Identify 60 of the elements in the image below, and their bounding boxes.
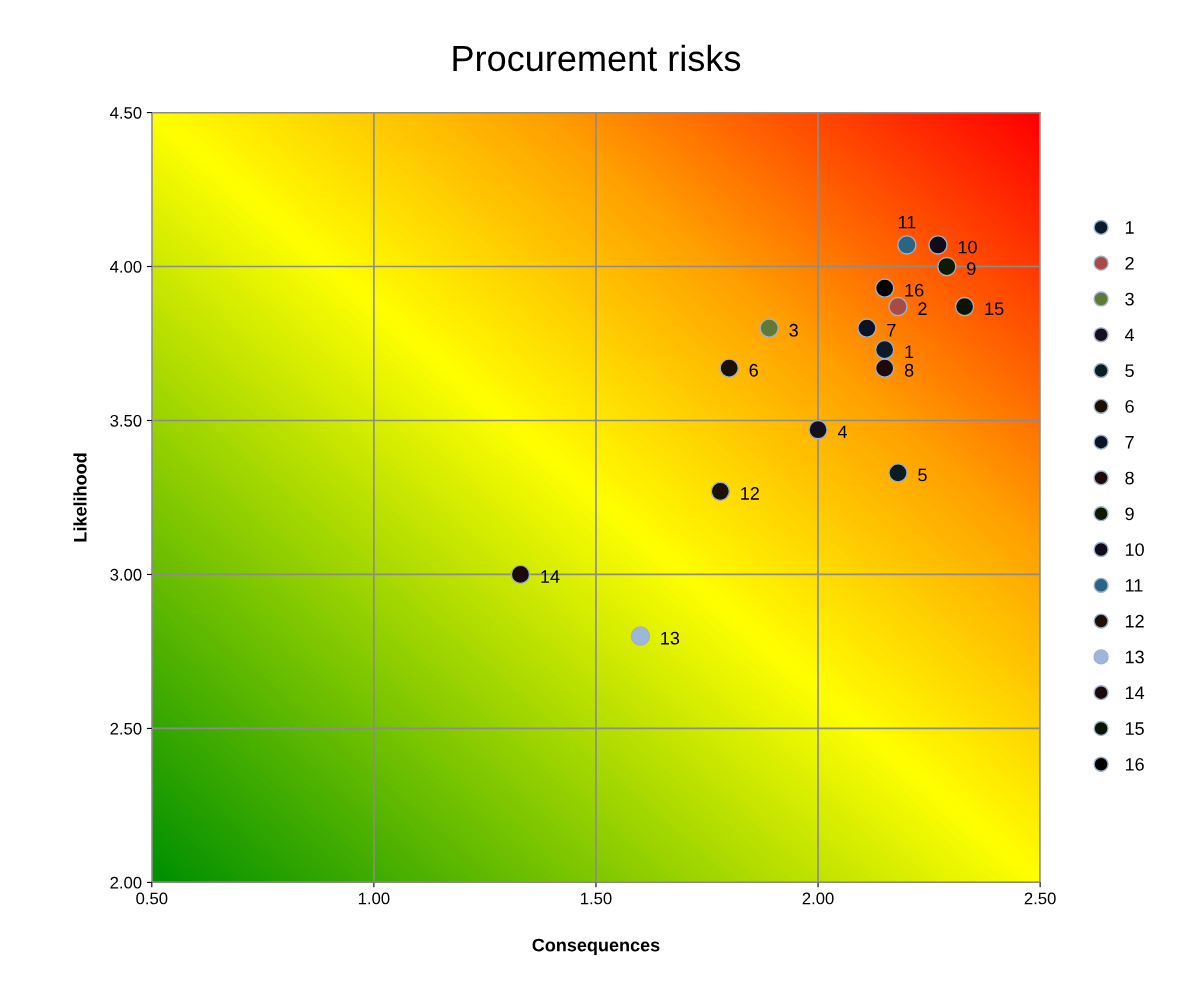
text: 4 [837, 425, 847, 439]
legend-label: 1 [1125, 221, 1134, 234]
text: 15 [985, 302, 1004, 316]
text: 9 [967, 262, 976, 276]
x-tick-label: 1.00 [358, 892, 390, 905]
text: 3 [789, 323, 798, 337]
legend-label: 9 [1125, 507, 1134, 521]
x-tick-label: 1.50 [581, 892, 612, 905]
text: 12 [741, 487, 759, 500]
point [857, 318, 877, 338]
point [719, 358, 739, 378]
legend-label: 4 [1124, 328, 1135, 342]
x-tick-label: 2.00 [802, 892, 834, 905]
point [888, 463, 908, 483]
legend-label: 13 [1125, 650, 1144, 664]
legend-label: 14 [1125, 686, 1145, 699]
text: 5 [918, 468, 927, 482]
legend-label: 6 [1125, 400, 1134, 413]
point [710, 481, 731, 502]
y-tick-label: 2.00 [110, 876, 142, 889]
text: 13 [661, 631, 680, 645]
text: 11 [898, 215, 916, 229]
point [937, 256, 957, 277]
y-axis-title: Likelihood [73, 453, 87, 542]
point [897, 235, 917, 255]
legend-label: 10 [1125, 543, 1144, 557]
text: 12 [905, 302, 927, 358]
text: 8 [904, 363, 914, 377]
chart-title: Procurement risks [453, 44, 741, 72]
y-tick-label: 4.50 [110, 106, 142, 119]
legend-label: 15 [1125, 722, 1144, 735]
point [630, 626, 651, 646]
point [874, 358, 895, 378]
legend-label: 12 [1125, 614, 1144, 628]
text: 6 [749, 363, 758, 377]
x-axis-title: Consequences [532, 938, 660, 956]
legend-label: 7 [1125, 436, 1134, 449]
y-tick-label: 4.00 [110, 260, 142, 273]
point [928, 235, 948, 255]
legend-label: 2 [1125, 256, 1134, 270]
legend-label: 5 [1125, 364, 1134, 378]
y-tick-label: 2.50 [110, 722, 142, 735]
point [759, 318, 779, 338]
point [888, 296, 908, 317]
point [954, 296, 975, 317]
legend-label: 3 [1125, 292, 1134, 306]
y-tick-label: 3.50 [110, 414, 142, 427]
x-tick-label: 0.50 [136, 892, 168, 905]
point [808, 419, 828, 440]
text: 16 [905, 283, 924, 297]
legend-label: 11 [1125, 579, 1143, 592]
x-tick-label: 2.50 [1024, 892, 1056, 905]
legend-label: 16 [1125, 757, 1144, 771]
text: 7 [887, 324, 896, 337]
text: 10 [958, 240, 977, 254]
y-tick-label: 3.00 [110, 568, 142, 581]
point [510, 564, 531, 585]
point [874, 278, 895, 298]
point [874, 339, 895, 360]
legend-label: 8 [1125, 471, 1134, 485]
